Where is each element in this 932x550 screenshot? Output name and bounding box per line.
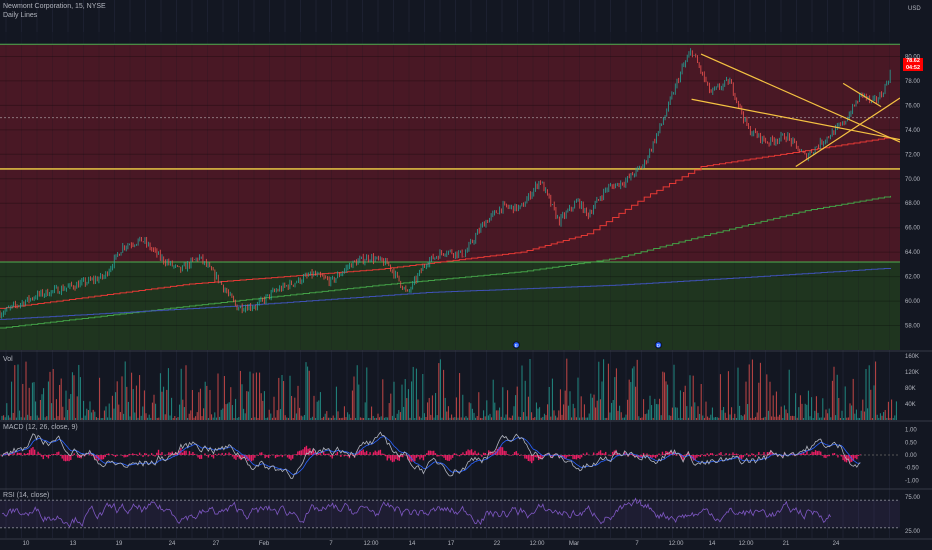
macd-pane-label[interactable]: MACD (12, 26, close, 9) bbox=[3, 424, 78, 431]
macd-tick-label: 1.00 bbox=[905, 428, 917, 434]
rsi-pane-label[interactable]: RSI (14, close) bbox=[3, 492, 50, 499]
time-tick-label: 12:00 bbox=[668, 541, 684, 547]
rsi-plot bbox=[0, 497, 900, 529]
current-price-tag: 78.62 04:52 bbox=[903, 58, 923, 71]
event-marker-dividend bbox=[654, 341, 663, 349]
volume-tick-label: 40K bbox=[905, 402, 916, 408]
time-tick-label: 12:00 bbox=[363, 541, 379, 547]
event-marker-earnings bbox=[512, 341, 521, 349]
price-tick-label: 80.00 bbox=[905, 54, 921, 60]
time-tick-label: 17 bbox=[447, 541, 455, 547]
time-tick-label: Mar bbox=[568, 541, 580, 547]
event-marker-earnings-label: E bbox=[515, 343, 518, 348]
price-tick-label: 58.00 bbox=[905, 324, 921, 330]
symbol-title[interactable]: Newmont Corporation, 15, NYSE bbox=[3, 3, 106, 10]
current-price: 78.62 bbox=[906, 58, 920, 64]
rsi-tick-label: 25.00 bbox=[905, 529, 921, 535]
macd-tick-label: 0.50 bbox=[905, 440, 917, 446]
volume-tick-label: 120K bbox=[905, 370, 919, 376]
symbol-legend: Newmont Corporation, 15, NYSE bbox=[3, 3, 106, 10]
price-tick-label: 60.00 bbox=[905, 299, 921, 305]
channel-line bbox=[842, 82, 882, 108]
price-tick-label: 64.00 bbox=[905, 250, 921, 256]
macd-plot bbox=[0, 431, 900, 479]
rsi-tick-label: 75.00 bbox=[905, 495, 921, 501]
time-tick-label: 13 bbox=[69, 541, 77, 547]
volume-tick-label: 160K bbox=[905, 354, 919, 360]
time-tick-label: 22 bbox=[493, 541, 501, 547]
macd-line bbox=[1, 431, 861, 479]
price-tick-label: 66.00 bbox=[905, 226, 921, 232]
time-tick-label: 24 bbox=[832, 541, 840, 547]
channel-line bbox=[691, 98, 901, 141]
price-axis: 58.00 60.00 62.00 64.00 66.00 68.00 70.00 72.00… bbox=[900, 0, 932, 538]
red-zone bbox=[0, 44, 900, 262]
time-tick-label: 10 bbox=[22, 541, 30, 547]
price-tick-label: 76.00 bbox=[905, 103, 921, 109]
time-tick-label: 12:00 bbox=[529, 541, 545, 547]
time-tick-label: 21 bbox=[782, 541, 790, 547]
price-tick-label: 68.00 bbox=[905, 201, 921, 207]
macd-tick-label: -1.00 bbox=[905, 478, 919, 484]
time-tick-label: 7 bbox=[329, 541, 333, 547]
channel-line bbox=[700, 53, 901, 143]
time-tick-label: Feb bbox=[258, 541, 270, 547]
price-tick-label: 70.00 bbox=[905, 177, 921, 183]
price-axis-bg bbox=[900, 0, 932, 538]
price-tick-label: 74.00 bbox=[905, 128, 921, 134]
time-tick-label: 14 bbox=[408, 541, 416, 547]
volume-pane-label[interactable]: Vol bbox=[3, 356, 13, 363]
volume-bars bbox=[1, 358, 897, 420]
currency-label: USD bbox=[908, 6, 921, 12]
macd-tick-label: -0.50 bbox=[905, 466, 919, 472]
price-tick-label: 62.00 bbox=[905, 275, 921, 281]
green-zone bbox=[0, 261, 900, 350]
time-tick-label: 14 bbox=[708, 541, 716, 547]
channel-line bbox=[795, 97, 901, 168]
time-tick-label: 24 bbox=[168, 541, 176, 547]
event-marker-dividend-label: D bbox=[657, 343, 661, 348]
time-tick-label: 27 bbox=[212, 541, 220, 547]
indicator-legend[interactable]: Daily Lines bbox=[3, 12, 37, 19]
bar-countdown: 04:52 bbox=[905, 64, 921, 71]
time-tick-label: 12:00 bbox=[738, 541, 754, 547]
indicator-title[interactable]: Daily Lines bbox=[3, 12, 38, 19]
rsi-line bbox=[1, 497, 831, 528]
price-tick-label: 72.00 bbox=[905, 152, 921, 158]
rsi-band bbox=[0, 500, 900, 528]
volume-tick-label: 80K bbox=[905, 386, 916, 392]
daily-line-red bbox=[0, 137, 892, 309]
macd-tick-label: 0.00 bbox=[905, 453, 917, 459]
daily-line-blue bbox=[0, 267, 892, 320]
time-tick-label: 7 bbox=[635, 541, 639, 547]
price-tick-label: 78.00 bbox=[905, 79, 921, 85]
time-tick-label: 19 bbox=[115, 541, 123, 547]
macd-signal-line bbox=[1, 436, 861, 475]
